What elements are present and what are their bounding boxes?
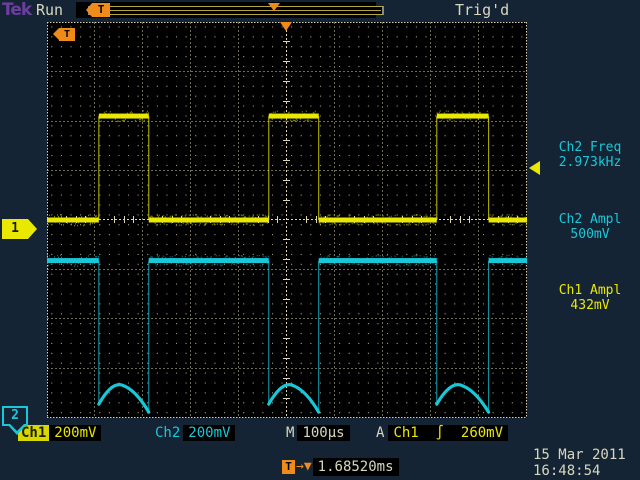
measurement-label: Ch1 Ampl — [558, 283, 622, 298]
trigger-detail[interactable]: Ch1 ∫ 260mV — [388, 425, 509, 441]
measurement-ch2-freq[interactable]: Ch2 Freq 2.973kHz — [540, 140, 640, 170]
waveform-graticule[interactable]: T — [47, 22, 527, 418]
position-arrow-icon: →▼ — [296, 459, 312, 474]
measurement-ch2-ampl[interactable]: Ch2 Ampl 500mV — [540, 212, 640, 242]
gridline-h-5 — [47, 269, 527, 270]
trigger-t-icon: T — [282, 460, 295, 474]
measurement-value: 500mV — [570, 227, 610, 242]
trigger-setting[interactable]: A Ch1 ∫ 260mV — [372, 424, 509, 443]
ch2-ground-marker[interactable]: 2 — [2, 406, 28, 435]
graticule-edge-bottom — [47, 417, 527, 418]
axis-tick — [114, 216, 115, 223]
grid-dots — [47, 22, 527, 418]
axis-tick — [283, 239, 290, 240]
axis-tick — [283, 398, 290, 399]
center-vertical-axis — [286, 22, 287, 418]
measurement-label: Ch2 Ampl — [558, 212, 622, 227]
time-text: 16:48:54 — [533, 463, 601, 479]
trigger-position-marker-icon[interactable] — [268, 3, 280, 11]
trigger-position-arrow-icon[interactable] — [280, 22, 292, 31]
axis-tick — [460, 216, 461, 223]
trace-ch1 — [47, 110, 527, 227]
trigger-type-label: A — [376, 425, 385, 441]
axis-tick — [306, 216, 307, 223]
trace-ch2 — [47, 254, 527, 414]
axis-tick — [283, 338, 290, 339]
ch1-setting[interactable]: Ch1 200mV — [18, 424, 102, 443]
gridline-v-2 — [142, 22, 143, 418]
timebase-value[interactable]: 100µs — [297, 425, 350, 441]
ch2-setting[interactable]: Ch2 200mV — [152, 424, 236, 443]
gridline-v-9 — [478, 22, 479, 418]
axis-tick — [283, 200, 290, 201]
axis-tick — [283, 180, 290, 181]
axis-tick — [316, 216, 317, 223]
horizontal-position-value: 1.68520ms — [312, 458, 399, 476]
axis-tick — [283, 259, 290, 260]
date-text: 15 Mar 2011 — [533, 447, 626, 463]
axis-tick — [283, 101, 290, 102]
gridline-h-7 — [47, 368, 527, 369]
axis-tick — [133, 216, 134, 223]
measurement-label: Ch2 Freq — [558, 140, 622, 155]
waveform-traces — [47, 110, 527, 414]
ch2-label[interactable]: Ch2 — [155, 425, 181, 441]
record-length-indicator[interactable] — [88, 6, 384, 15]
horizontal-setting[interactable]: M 100µs — [283, 424, 350, 443]
horizontal-position-readout[interactable]: T →▼ 1.68520ms — [282, 458, 399, 476]
measurement-value: 2.973kHz — [558, 155, 622, 170]
datetime-display: 15 Mar 2011 16:48:54 — [533, 447, 626, 479]
trigger-level-marker-icon[interactable] — [529, 161, 540, 175]
trigger-level-value: 260mV — [460, 425, 504, 441]
axis-tick — [283, 81, 290, 82]
trigger-badge-icon[interactable]: T — [86, 3, 110, 17]
gridline-h-6 — [47, 318, 527, 319]
ch1-ground-marker[interactable]: 1 — [2, 219, 37, 239]
ch1-scale-value[interactable]: 200mV — [49, 425, 102, 441]
trigger-source: Ch1 — [393, 425, 419, 441]
axis-tick — [283, 140, 290, 141]
axis-tick — [469, 216, 470, 223]
top-status-bar: Tek Run T Trig'd — [0, 0, 640, 20]
trigger-status: Trig'd — [455, 1, 510, 19]
axis-tick — [283, 279, 290, 280]
trigger-slope-icon: ∫ — [435, 425, 445, 441]
axis-tick — [124, 216, 125, 223]
horizontal-label: M — [286, 425, 295, 441]
axis-tick — [283, 299, 290, 300]
axis-tick — [283, 378, 290, 379]
measurement-value: 432mV — [570, 298, 610, 313]
ch2-scale-value[interactable]: 200mV — [183, 425, 236, 441]
axis-tick — [283, 160, 290, 161]
bottom-settings-bar: Ch1 200mV Ch2 200mV M 100µs A Ch1 ∫ 260mV — [0, 424, 640, 446]
axis-tick — [283, 61, 290, 62]
trigger-point-marker[interactable]: T — [53, 28, 75, 41]
gridline-h-3 — [47, 170, 527, 171]
tek-logo: Tek — [2, 0, 32, 20]
axis-tick — [283, 41, 290, 42]
axis-tick — [450, 216, 451, 223]
acquisition-state[interactable]: Run — [36, 1, 64, 19]
axis-tick — [283, 358, 290, 359]
center-horizontal-axis — [47, 219, 527, 220]
axis-tick — [277, 216, 278, 223]
measurement-ch1-ampl[interactable]: Ch1 Ampl 432mV — [540, 283, 640, 313]
gridline-h-1 — [47, 71, 527, 72]
